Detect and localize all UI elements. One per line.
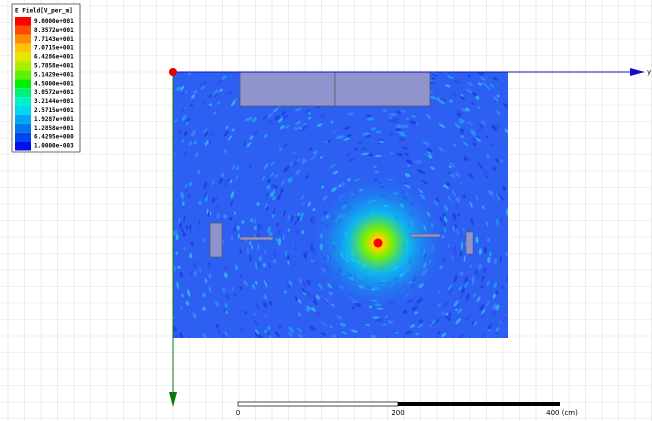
legend-swatch — [15, 123, 31, 133]
legend-label: 6.4286e+001 — [34, 54, 74, 61]
legend-label: 2.5715e+001 — [34, 107, 74, 114]
source — [372, 237, 384, 249]
legend-swatch — [15, 43, 31, 53]
legend-label: 1.9287e+001 — [34, 116, 74, 123]
legend-label: 7.0715e+001 — [34, 45, 74, 52]
legend-swatch — [15, 141, 31, 151]
legend-swatch — [15, 61, 31, 71]
object — [209, 222, 223, 258]
object — [465, 231, 474, 255]
legend-swatch — [15, 34, 31, 44]
legend-swatch — [15, 25, 31, 35]
legend-label: 4.5000e+001 — [34, 80, 74, 87]
legend-swatch — [15, 132, 31, 142]
legend-label: 3.2144e+001 — [34, 98, 74, 105]
legend-label: 7.7143e+001 — [34, 36, 74, 43]
scale-label: 0 — [236, 409, 240, 417]
scale-segment — [398, 402, 560, 406]
legend-label: 1.2858e+001 — [34, 125, 74, 132]
source-hotspot — [173, 72, 508, 338]
block — [334, 71, 431, 107]
scale-label: 400 (cm) — [546, 409, 578, 417]
legend-swatch — [15, 106, 31, 115]
legend-label: 6.4295e+000 — [34, 134, 74, 141]
origin — [169, 68, 177, 76]
object — [409, 233, 441, 238]
legend-swatch — [15, 70, 31, 80]
legend-swatch — [15, 114, 31, 124]
legend-label: 5.1429e+001 — [34, 71, 74, 78]
axis-label: y — [647, 68, 651, 76]
legend-title: E Field[V_per_m] — [15, 8, 73, 15]
axis-arrow — [169, 392, 177, 407]
legend-label: 9.0000e+001 — [34, 18, 74, 25]
block — [239, 71, 336, 107]
axis-arrow — [630, 68, 645, 76]
object — [239, 236, 274, 241]
legend-swatch — [15, 88, 31, 98]
scale-segment — [237, 401, 399, 407]
legend-label: 5.7858e+001 — [34, 63, 74, 70]
legend-swatch — [15, 79, 31, 89]
legend: E Field[V_per_m] 9.0000e+001 8.3572e+001 7… — [11, 3, 81, 153]
legend-swatch — [15, 17, 31, 26]
scale-bar: 0 200 400 (cm) — [236, 401, 578, 417]
legend-label: 1.0000e-003 — [34, 143, 74, 150]
scale-label: 200 — [391, 409, 404, 417]
legend-swatch — [15, 97, 31, 106]
legend-label: 3.8572e+001 — [34, 89, 74, 96]
legend-swatch — [15, 52, 31, 62]
legend-label: 8.3572e+001 — [34, 27, 74, 34]
